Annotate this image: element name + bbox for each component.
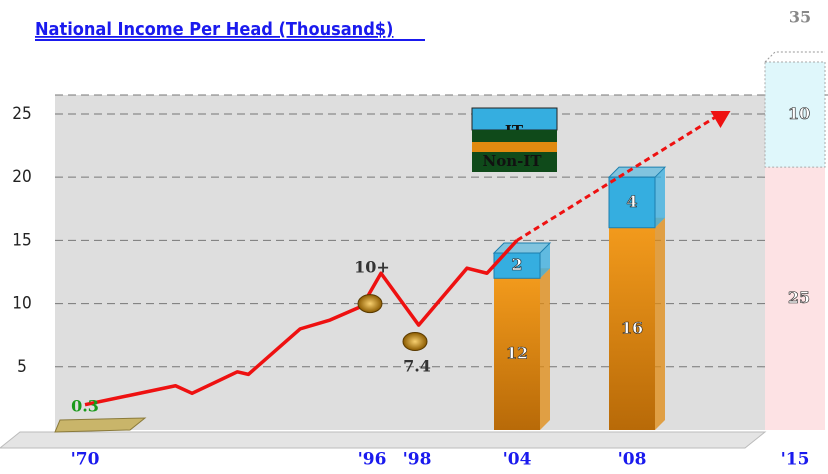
x-tick-label: '96 [358, 450, 387, 470]
y-tick-label: 5 [17, 357, 27, 377]
x-tick-label: '98 [403, 450, 432, 470]
legend-swatch [472, 130, 557, 142]
bar-side [540, 243, 550, 279]
target-value-label: 25 [788, 288, 810, 307]
income-line [84, 239, 519, 407]
annotation: 0.3 [71, 397, 99, 416]
bar-side [540, 268, 550, 430]
bar [608, 176, 656, 229]
bar-side [655, 167, 665, 228]
bar-top [607, 166, 667, 178]
base-plate [54, 417, 147, 433]
y-tick-label: 25 [12, 104, 31, 124]
target-bar [765, 167, 825, 430]
y-tick-label: 10 [12, 294, 31, 314]
floor [0, 431, 767, 449]
coin [402, 332, 428, 352]
legend-swatch [472, 152, 557, 172]
target-outline [764, 51, 825, 63]
y-tick-label: 20 [12, 167, 31, 187]
x-tick-label: '08 [618, 450, 647, 470]
bar-side [655, 217, 665, 430]
bar [609, 227, 655, 430]
x-tick-label: '04 [503, 450, 532, 470]
target-total-label: 35 [789, 8, 811, 27]
projection-arrow [710, 110, 731, 128]
bar-top [492, 242, 552, 254]
coin [357, 294, 383, 314]
x-tick-label: '70 [71, 450, 100, 470]
annotation: 7.4 [403, 356, 431, 375]
bar-value-label: 12 [506, 344, 528, 363]
bar-value-label: 2 [511, 255, 522, 274]
legend-swatch [472, 142, 557, 152]
x-tick-label: '15 [781, 450, 810, 470]
legend-label: Non-IT [482, 152, 542, 170]
y-tick-label: 15 [12, 230, 31, 250]
bar-value-label: 16 [621, 318, 643, 337]
chart-title: National Income Per Head (Thousand$) [35, 19, 393, 40]
target-bar [764, 61, 826, 168]
annotation: 10+ [354, 258, 390, 277]
bar-value-label: 4 [626, 192, 637, 211]
bar [494, 278, 540, 430]
target-value-label: 10 [788, 104, 810, 123]
